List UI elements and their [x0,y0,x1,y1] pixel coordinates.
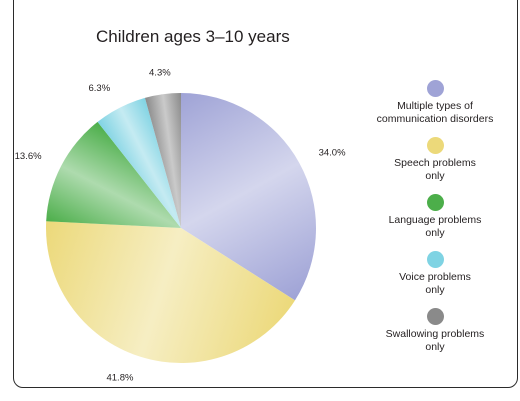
data-label-language-problems: 13.6% [15,151,42,162]
pie-slice-language-problems [46,121,182,228]
legend-item-speech-problems: Speech problems only [360,137,510,183]
legend-item-swallowing-problems: Swallowing problems only [360,308,510,354]
legend-label: Voice problems only [399,271,471,296]
legend-swatch [426,137,444,154]
pie-slice-multiple-types [181,93,317,301]
legend-label: Multiple types of communication disorder… [376,100,494,125]
legend-item-multiple-types: Multiple types of communication disorder… [360,80,510,126]
legend-swatch [426,251,444,268]
data-label-voice-problems: 6.3% [89,83,111,94]
legend-item-voice-problems: Voice problems only [360,251,510,297]
legend-swatch [426,308,444,325]
legend-swatch [426,80,444,97]
chart-title: Children ages 3–10 years [96,27,290,46]
data-label-swallowing-problems: 4.3% [149,67,171,78]
chart-frame [13,0,518,388]
pie-slice-speech-problems [45,221,295,363]
legend-label: Language problems only [388,214,482,239]
data-label-multiple-types: 34.0% [319,147,346,158]
data-label-speech-problems: 41.8% [106,373,133,384]
legend-item-language-problems: Language problems only [360,194,510,240]
legend-label: Swallowing problems only [385,328,485,353]
pie-slice-voice-problems [97,97,181,228]
legend-swatch [426,194,444,211]
legend-label: Speech problems only [394,157,476,182]
pie-slice-swallowing-problems [144,93,181,228]
